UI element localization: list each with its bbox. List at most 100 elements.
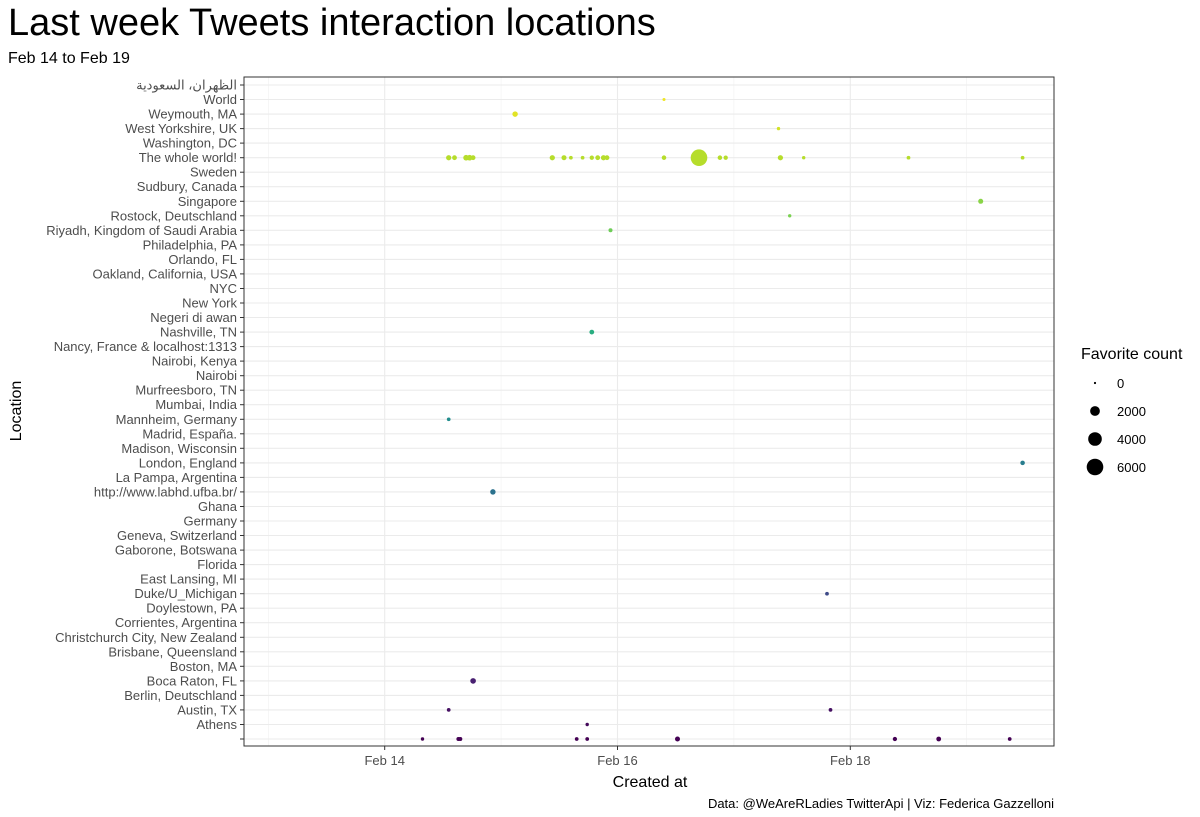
y-tick-label: Negeri di awan: [150, 310, 237, 325]
data-point: [936, 736, 942, 742]
data-point: [777, 155, 784, 161]
x-axis: Feb 14 Feb 16 Feb 18: [364, 746, 871, 768]
y-tick-label: Ghana: [198, 499, 238, 514]
y-tick-label: الظهران، السعودية: [136, 78, 237, 94]
legend-label: 0: [1117, 376, 1124, 391]
y-tick-label: Nairobi, Kenya: [152, 354, 238, 369]
data-point: [978, 198, 984, 204]
data-point: [569, 155, 573, 160]
y-tick-label: Nancy, France & localhost:1313: [54, 339, 237, 354]
data-point: [446, 155, 452, 161]
legend-label: 4000: [1117, 432, 1146, 447]
y-tick-label: Rostock, Deutschland: [111, 208, 237, 223]
data-point: [776, 126, 781, 131]
y-tick-label: Geneva, Switzerland: [117, 528, 237, 543]
y-tick-label: Austin, TX: [177, 702, 237, 717]
data-point: [470, 678, 476, 684]
y-tick-label: Mumbai, India: [155, 397, 237, 412]
chart-caption: Data: @WeAreRLadies TwitterApi | Viz: Fe…: [707, 796, 1054, 811]
points: [420, 97, 1025, 742]
y-tick-label: Gaborone, Botswana: [115, 543, 238, 558]
y-tick-label: The whole world!: [139, 150, 237, 165]
data-point: [458, 736, 463, 742]
data-point: [589, 155, 594, 160]
data-point: [662, 97, 666, 102]
y-tick-label: Germany: [184, 514, 238, 529]
y-tick-label: Weymouth, MA: [148, 107, 237, 122]
data-point: [446, 417, 451, 422]
y-tick-label: Christchurch City, New Zealand: [55, 630, 237, 645]
data-point: [589, 329, 595, 335]
y-tick-label: Doylestown, PA: [146, 601, 237, 616]
data-point: [561, 155, 567, 161]
legend-title: Favorite count: [1081, 346, 1183, 363]
x-tick-label: Feb 18: [830, 753, 870, 768]
x-axis-title: Created at: [613, 774, 688, 791]
data-point: [585, 737, 590, 741]
legend-label: 6000: [1117, 460, 1146, 475]
data-point: [802, 156, 806, 160]
y-tick-label: East Lansing, MI: [140, 572, 237, 587]
panel-border: [243, 76, 1055, 747]
data-point: [549, 155, 555, 161]
y-tick-label: Nairobi: [196, 368, 237, 383]
data-point: [661, 155, 667, 160]
y-tick-label: Nashville, TN: [160, 325, 237, 340]
data-point: [580, 155, 585, 160]
y-tick-label: Brisbane, Queensland: [108, 644, 237, 659]
y-tick-label: La Pampa, Argentina: [116, 470, 238, 485]
y-tick-label: http://www.labhd.ufba.br/: [94, 484, 237, 499]
legend-label: 2000: [1117, 404, 1146, 419]
data-point: [452, 155, 457, 161]
data-point: [595, 155, 601, 161]
y-tick-label: New York: [182, 296, 237, 311]
data-point: [825, 591, 829, 596]
x-tick-label: Feb 14: [364, 753, 404, 768]
data-point: [1007, 737, 1012, 741]
data-point: [585, 722, 589, 727]
y-axis-title: Location: [8, 381, 25, 442]
data-point: [608, 228, 613, 233]
data-point: [892, 736, 898, 742]
data-point: [446, 708, 451, 712]
y-tick-label: Riyadh, Kingdom of Saudi Arabia: [46, 223, 238, 238]
y-tick-label: Mannheim, Germany: [116, 412, 238, 427]
data-point: [690, 149, 708, 167]
data-point: [490, 489, 496, 495]
data-point: [420, 737, 425, 741]
chart-subtitle: Feb 14 to Feb 19: [8, 50, 130, 67]
legend-key: [1088, 432, 1102, 446]
y-tick-label: Oakland, California, USA: [92, 266, 237, 281]
data-point: [674, 736, 681, 742]
y-tick-label: Corrientes, Argentina: [115, 615, 238, 630]
y-tick-label: Washington, DC: [143, 136, 237, 151]
data-point: [717, 155, 723, 160]
legend-key: [1090, 406, 1100, 416]
y-tick-label: NYC: [210, 281, 237, 296]
y-tick-label: Boston, MA: [170, 659, 238, 674]
y-tick-label: Athens: [197, 717, 238, 732]
grid: [244, 77, 1054, 746]
y-tick-label: Sudbury, Canada: [137, 179, 238, 194]
y-tick-label: Philadelphia, PA: [143, 237, 238, 252]
y-tick-label: Florida: [197, 557, 238, 572]
data-point: [1020, 155, 1025, 160]
data-point: [512, 111, 518, 117]
data-point: [906, 155, 911, 160]
data-point: [723, 155, 728, 160]
data-point: [466, 154, 473, 161]
y-tick-label: London, England: [139, 455, 237, 470]
y-tick-label: Duke/U_Michigan: [134, 586, 237, 601]
y-tick-label: Madison, Wisconsin: [121, 441, 237, 456]
data-point: [828, 708, 833, 712]
y-tick-label: Orlando, FL: [168, 252, 237, 267]
size-legend: Favorite count 0 2000 4000 6000: [1081, 346, 1183, 476]
legend-key: [1086, 458, 1104, 476]
y-tick-label: Sweden: [190, 165, 237, 180]
data-point: [1020, 460, 1025, 466]
data-point: [470, 155, 476, 161]
chart-title: Last week Tweets interaction locations: [8, 2, 656, 44]
y-tick-label: Boca Raton, FL: [147, 673, 237, 688]
